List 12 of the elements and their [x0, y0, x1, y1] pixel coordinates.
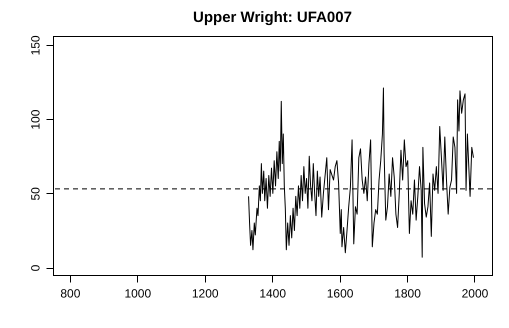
chart-title: Upper Wright: UFA007 [193, 8, 352, 26]
x-tick-label: 2000 [462, 286, 489, 300]
x-tick-label: 1400 [259, 286, 286, 300]
y-tick-label: 100 [28, 109, 42, 130]
y-tick-label: 150 [28, 35, 42, 56]
y-tick-label: 50 [28, 186, 42, 201]
x-tick-label: 1000 [124, 286, 152, 300]
x-tick-label: 1600 [326, 286, 354, 300]
y-tick-label: 0 [28, 264, 42, 272]
x-tick-label: 800 [60, 286, 81, 300]
x-tick-label: 1800 [394, 286, 422, 300]
x-tick-label: 1200 [192, 286, 219, 300]
